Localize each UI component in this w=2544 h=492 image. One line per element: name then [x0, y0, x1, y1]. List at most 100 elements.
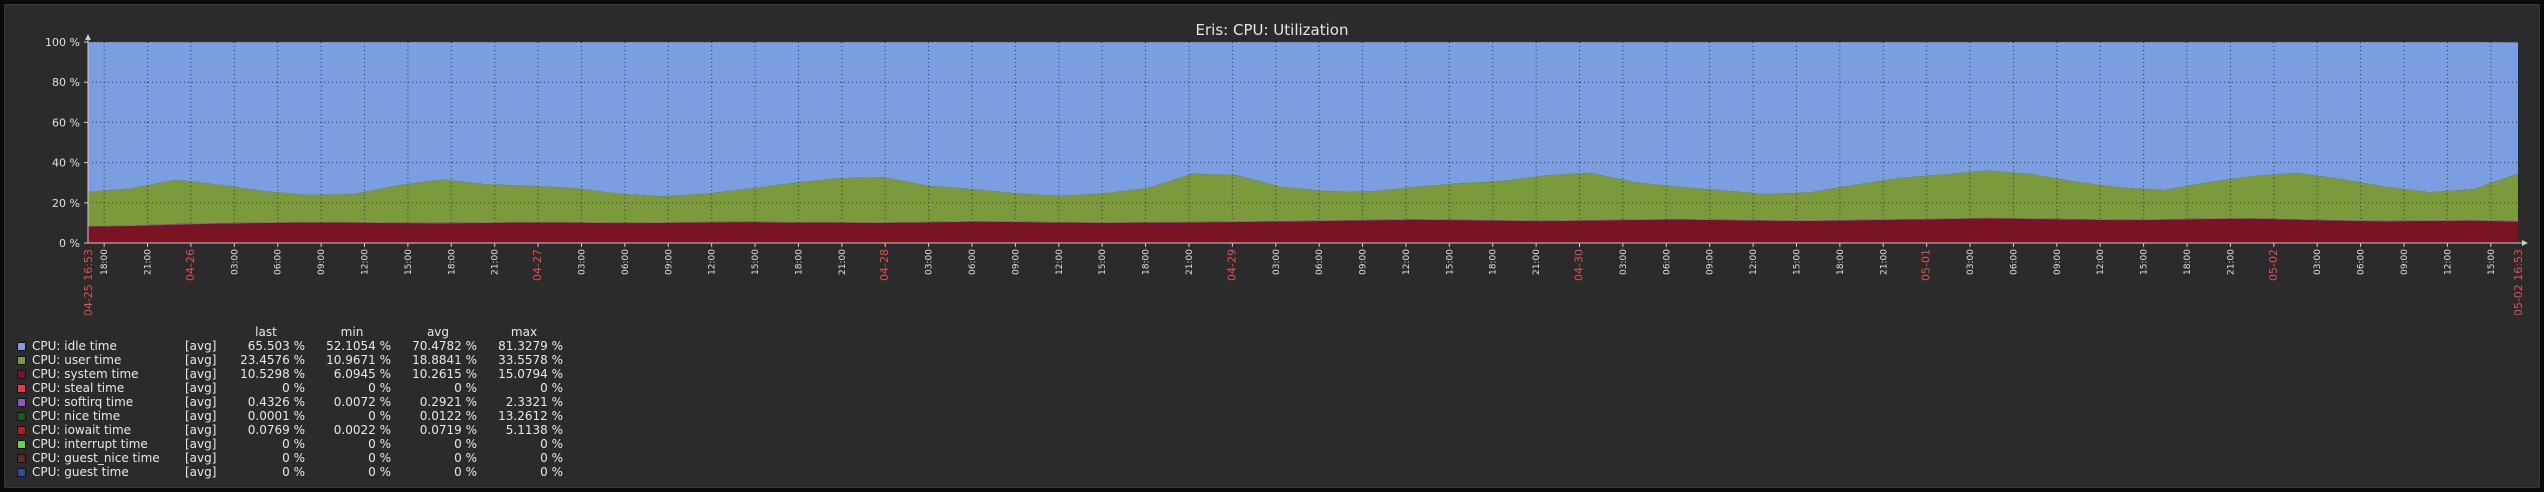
x-tick-label: 12:00: [1055, 249, 1065, 275]
legend-aggregation: [avg]: [185, 381, 217, 395]
legend-value-min: 0 %: [368, 381, 391, 395]
x-tick-label: 15:00: [2487, 249, 2497, 275]
legend-value-min: 0.0072 %: [333, 395, 391, 409]
x-tick-label: 06:00: [968, 249, 978, 275]
legend-value-max: 33.5578 %: [498, 353, 563, 367]
legend-value-max: 15.0794 %: [498, 367, 563, 381]
cpu-utilization-chart: Eris: CPU: Utilization 0 % 20 % 40 % 60 % 80…: [45, 21, 2528, 315]
x-tick-label: 21:00: [2226, 249, 2236, 275]
x-start-label: 04-25 16:53: [82, 249, 95, 315]
legend-aggregation: [avg]: [185, 339, 217, 353]
y-axis-arrow: [85, 34, 91, 40]
legend-value-avg: 0.2921 %: [419, 395, 477, 409]
x-tick-label: 09:00: [2400, 249, 2410, 275]
x-tick-label: 06:00: [2009, 249, 2019, 275]
legend-value-min: 52.1054 %: [326, 339, 391, 353]
x-tick-label: 15:00: [404, 249, 414, 275]
x-tick-label: 12:00: [2443, 249, 2453, 275]
legend-series-name: CPU: system time: [32, 367, 139, 381]
y-tick-label: 100 %: [45, 36, 80, 49]
x-tick-label: 15:00: [2140, 249, 2150, 275]
legend-series-name: CPU: nice time: [32, 409, 121, 423]
legend-value-last: 0 %: [282, 381, 305, 395]
legend-swatch: [17, 342, 26, 351]
x-tick-label: 09:00: [2053, 249, 2063, 275]
x-tick-label: 04-30: [1573, 249, 1586, 281]
x-tick-label: 04-29: [1225, 249, 1238, 281]
x-tick-label: 06:00: [2357, 249, 2367, 275]
x-tick-label: 21:00: [1185, 249, 1195, 275]
legend-value-last: 0.0001 %: [247, 409, 305, 423]
x-tick-label: 18:00: [1142, 249, 1152, 275]
legend-value-last: 0.4326 %: [247, 395, 305, 409]
legend-value-avg: 0 %: [454, 437, 477, 451]
x-axis: 18:00 21:00 04-26 03:00 06:00 09:00 12:00 15:00…: [82, 240, 2528, 315]
x-tick-label: 09:00: [1359, 249, 1369, 275]
legend-series-name: CPU: idle time: [32, 339, 117, 353]
legend-value-avg: 0.0122 %: [419, 409, 477, 423]
legend-value-last: 23.4576 %: [240, 353, 305, 367]
x-tick-label: 03:00: [577, 249, 587, 275]
legend-value-max: 2.3321 %: [505, 395, 563, 409]
legend-value-max: 13.2612 %: [498, 409, 563, 423]
x-tick-label: 09:00: [1011, 249, 1021, 275]
x-tick-label: 15:00: [1792, 249, 1802, 275]
legend-aggregation: [avg]: [185, 451, 217, 465]
legend-swatch: [17, 356, 26, 365]
legend-value-avg: 0 %: [454, 451, 477, 465]
legend-value-avg: 18.8841 %: [412, 353, 477, 367]
y-tick-label: 40 %: [52, 157, 80, 170]
legend-value-max: 0 %: [540, 437, 563, 451]
legend-series-name: CPU: interrupt time: [32, 437, 148, 451]
x-tick-label: 12:00: [1749, 249, 1759, 275]
x-tick-label: 03:00: [1272, 249, 1282, 275]
legend-aggregation: [avg]: [185, 395, 217, 409]
legend-header-avg: avg: [426, 325, 450, 339]
x-tick-label: 06:00: [1662, 249, 1672, 275]
legend-swatch: [17, 384, 26, 393]
y-tick-label: 80 %: [52, 76, 80, 89]
x-tick-label: 21:00: [1532, 249, 1542, 275]
x-tick-label: 09:00: [664, 249, 674, 275]
legend-value-min: 10.9671 %: [326, 353, 391, 367]
x-tick-label: 12:00: [2096, 249, 2106, 275]
series-area-softirq-time: [88, 217, 2518, 227]
legend-value-min: 6.0945 %: [333, 367, 391, 381]
legend-swatch: [17, 454, 26, 463]
x-tick-label: 09:00: [317, 249, 327, 275]
legend-aggregation: [avg]: [185, 465, 217, 479]
legend-value-avg: 10.2615 %: [412, 367, 477, 381]
x-tick-label: 21:00: [491, 249, 501, 275]
legend-aggregation: [avg]: [185, 353, 217, 367]
legend-value-avg: 70.4782 %: [412, 339, 477, 353]
x-tick-label: 18:00: [1836, 249, 1846, 275]
legend-aggregation: [avg]: [185, 437, 217, 451]
x-tick-label: 06:00: [1315, 249, 1325, 275]
legend-value-avg: 0.0719 %: [419, 423, 477, 437]
legend-value-max: 0 %: [540, 465, 563, 479]
y-axis: 0 % 20 % 40 % 60 % 80 % 100 %: [45, 34, 91, 250]
legend-swatch: [17, 426, 26, 435]
x-end-label: 05-02 16:53: [2512, 249, 2525, 315]
legend-aggregation: [avg]: [185, 367, 217, 381]
legend-value-min: 0 %: [368, 409, 391, 423]
series-area-idle-time: [88, 42, 2518, 197]
legend-aggregation: [avg]: [185, 409, 217, 423]
legend-swatch: [17, 440, 26, 449]
legend-swatch: [17, 398, 26, 407]
x-tick-label: 18:00: [1489, 249, 1499, 275]
legend-series-name: CPU: softirq time: [32, 395, 134, 409]
legend-value-min: 0.0022 %: [333, 423, 391, 437]
legend-value-min: 0 %: [368, 437, 391, 451]
x-tick-label: 21:00: [838, 249, 848, 275]
y-tick-label: 0 %: [59, 237, 80, 250]
legend-value-max: 81.3279 %: [498, 339, 563, 353]
legend-swatch: [17, 370, 26, 379]
legend-header-last: last: [255, 325, 277, 339]
legend-swatch: [17, 412, 26, 421]
x-tick-label: 03:00: [2313, 249, 2323, 275]
x-tick-label: 18:00: [794, 249, 804, 275]
x-tick-label: 03:00: [1619, 249, 1629, 275]
legend-value-last: 0.0769 %: [247, 423, 305, 437]
legend-header-min: min: [340, 325, 364, 339]
